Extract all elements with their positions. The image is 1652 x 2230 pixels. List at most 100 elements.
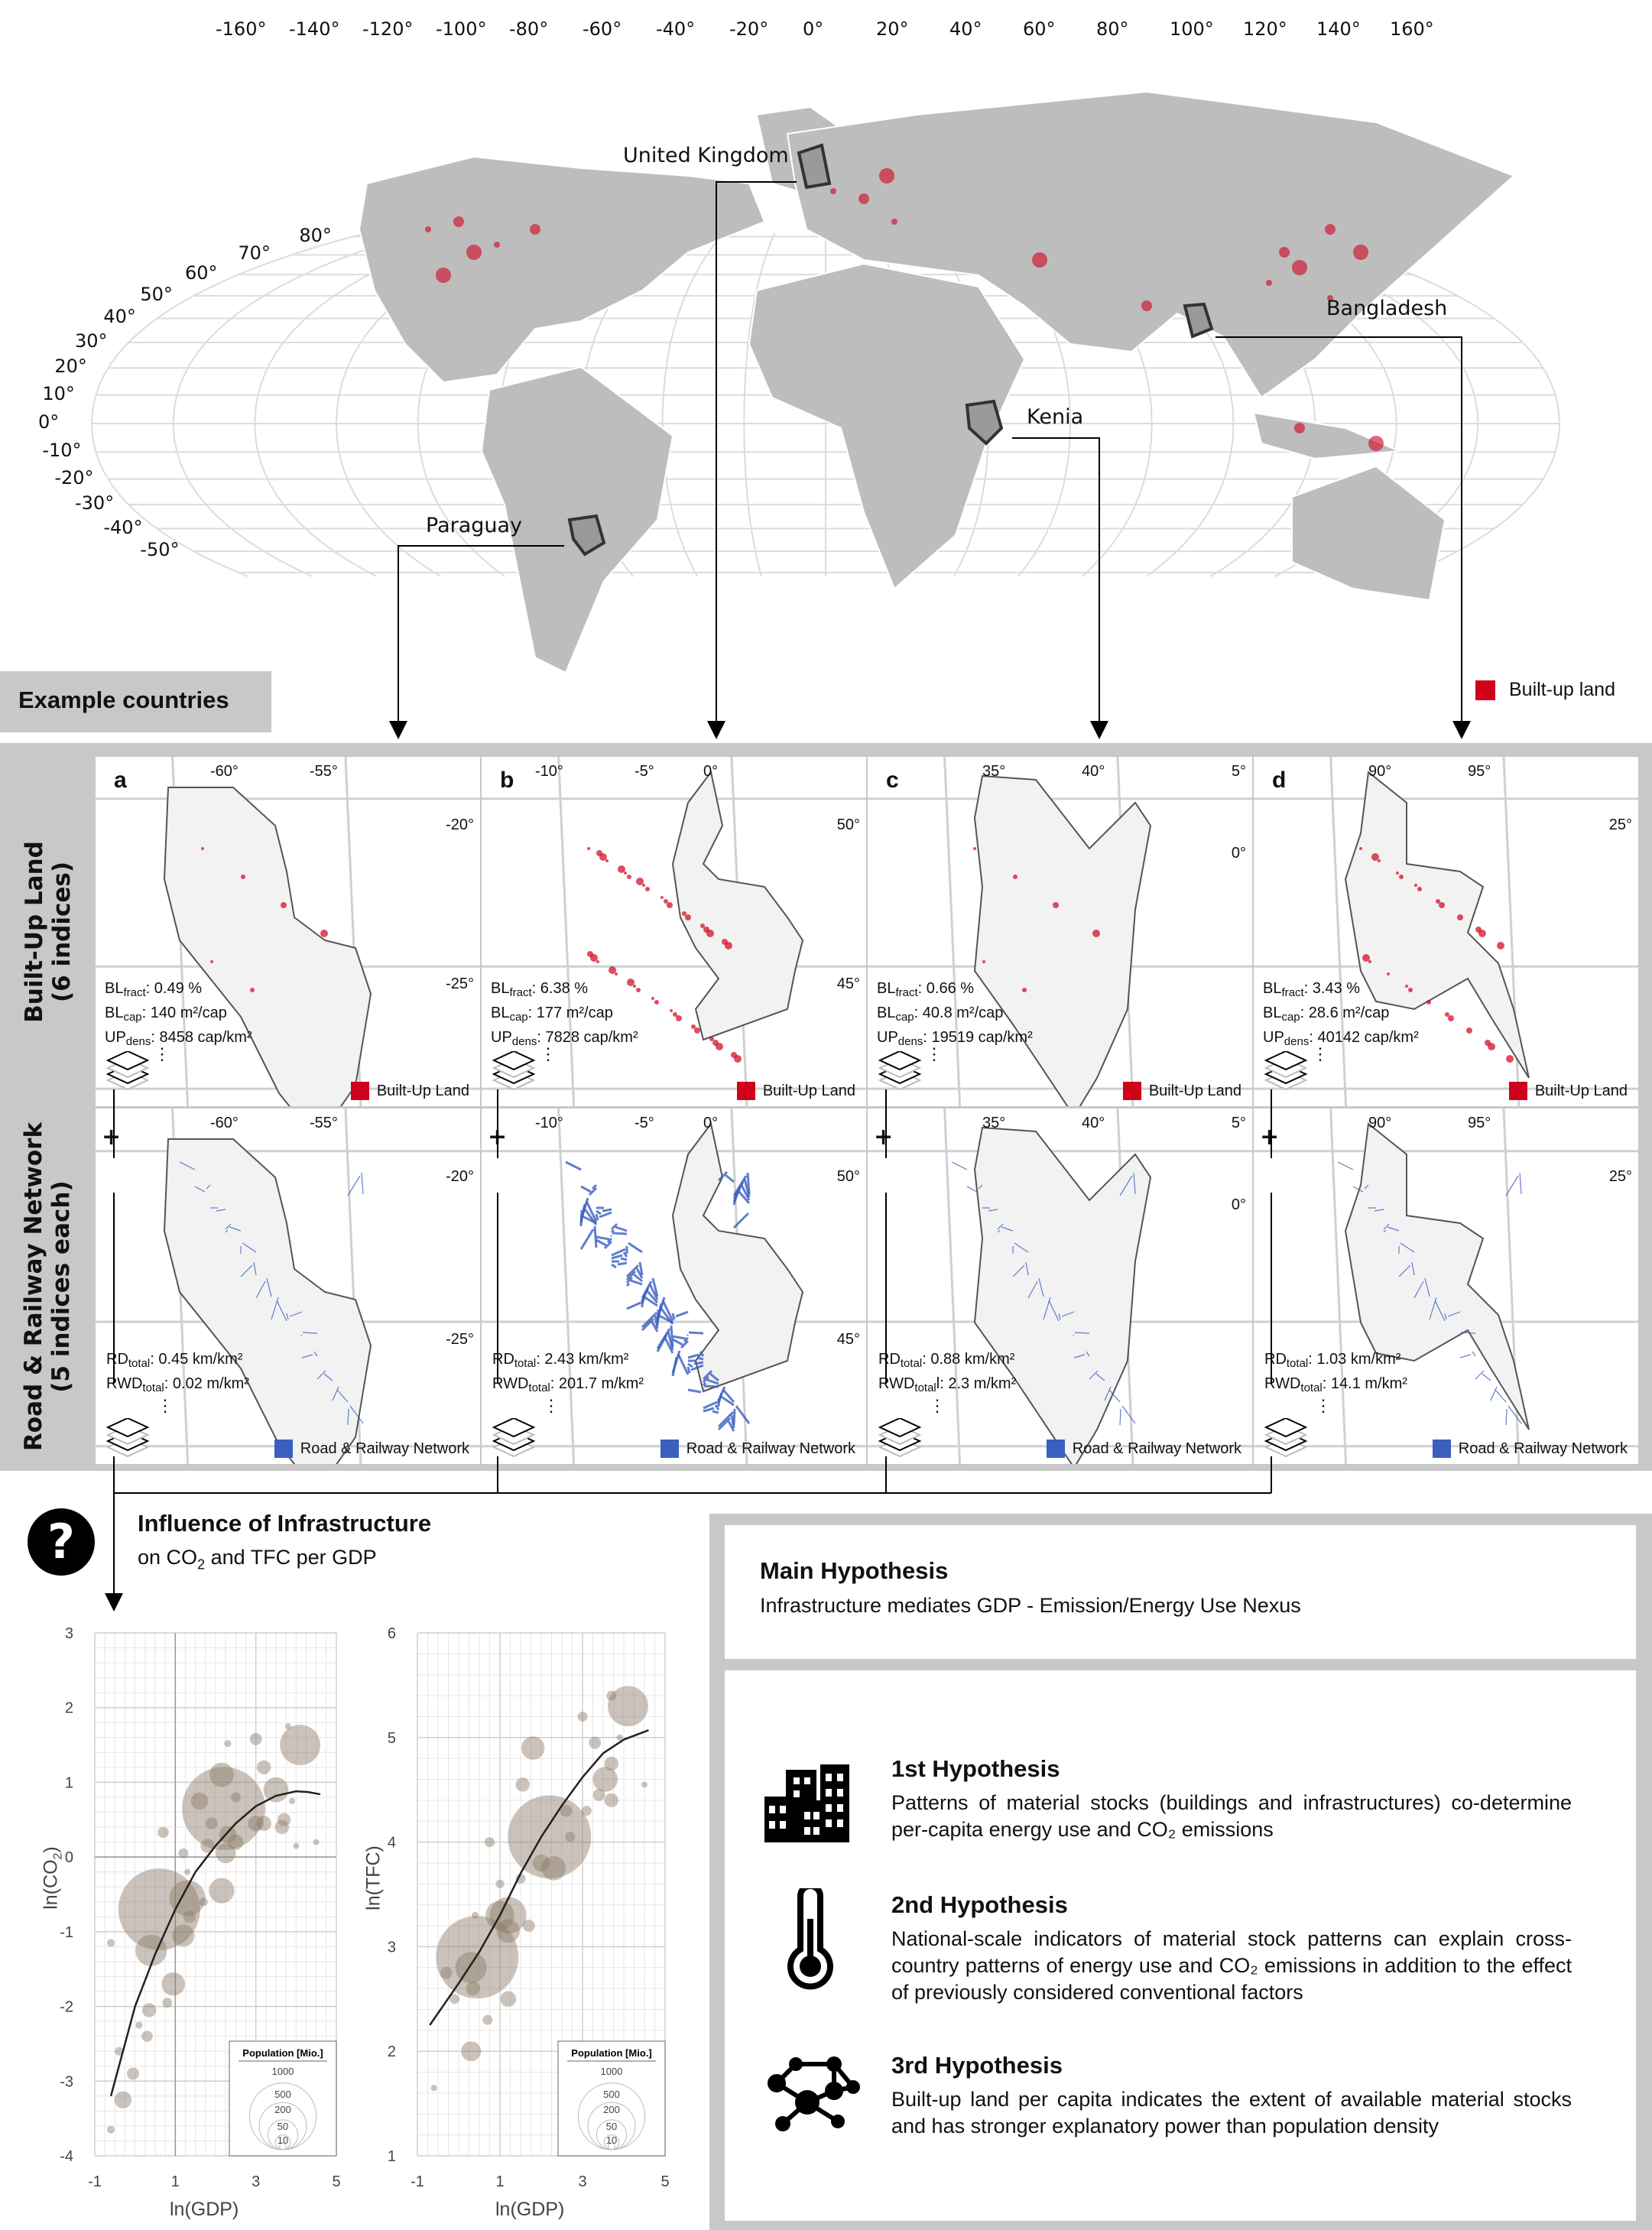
x-axis-label: ln(GDP) xyxy=(495,2199,565,2220)
country-shape xyxy=(671,1121,804,1393)
y-label-part: ln(TFC) xyxy=(362,1845,385,1910)
network-segment xyxy=(225,1223,232,1230)
network-segment xyxy=(712,1410,719,1414)
network-segment xyxy=(1459,1354,1472,1358)
x-tick-label: 1 xyxy=(171,2173,180,2190)
index-sub: cap xyxy=(895,1011,914,1024)
built-up-cluster xyxy=(466,245,482,260)
built-up-dot xyxy=(1362,954,1370,962)
built-up-dot xyxy=(1022,988,1027,992)
network-segment xyxy=(677,1353,690,1375)
layer-shape xyxy=(492,1418,536,1438)
longitude-label: -60° xyxy=(210,1115,239,1131)
built-up-dot xyxy=(1457,914,1463,920)
x-tick-label: 3 xyxy=(252,2173,260,2190)
data-bubble xyxy=(277,1813,291,1826)
data-bubble xyxy=(249,1732,262,1745)
data-bubble xyxy=(157,1826,169,1839)
network-segment xyxy=(730,1414,735,1429)
index-name: RWD xyxy=(492,1375,529,1392)
network-segment xyxy=(1508,1405,1522,1424)
ellipsis: ⋮ xyxy=(540,1044,557,1063)
built-up-dot xyxy=(1497,942,1504,949)
network-segment xyxy=(727,1420,735,1432)
country-shape xyxy=(973,1126,1152,1464)
data-bubble xyxy=(161,1972,185,1996)
data-bubble xyxy=(284,1723,291,1730)
network-segment xyxy=(1413,1281,1424,1299)
y-tick-label: -2 xyxy=(60,1999,73,2016)
index-number: 0.66 % xyxy=(926,980,975,997)
index-sub: total xyxy=(142,1381,164,1394)
latitude-label: 50° xyxy=(140,283,173,305)
country-shape xyxy=(973,774,1152,1106)
panel-legend: Built-Up Land xyxy=(736,1082,855,1100)
index-sub: cap xyxy=(509,1011,528,1024)
panel-letter: d xyxy=(1272,768,1287,793)
built-up-dot xyxy=(667,902,673,908)
longitude-label: 60° xyxy=(1023,18,1056,40)
size-legend-circle xyxy=(608,2142,615,2150)
data-bubble xyxy=(248,1815,264,1832)
network-segment xyxy=(255,1281,266,1299)
network-segment xyxy=(579,1209,583,1227)
graticule-line xyxy=(943,1109,962,1464)
network-segment xyxy=(696,1356,704,1361)
index-sub: dens xyxy=(511,1035,537,1048)
index-number: 0.49 % xyxy=(154,980,203,997)
data-bubble xyxy=(127,2067,140,2080)
network-segment xyxy=(301,1354,313,1358)
example-countries-text: Example countries xyxy=(18,687,229,713)
network-segment xyxy=(703,1401,718,1410)
built-up-dot xyxy=(1436,899,1440,904)
panel-d-built-up: 90° 95° 25° d BLfract: 3.43 % BLcap: 28.6 m²/… xyxy=(1254,757,1638,1106)
y-axis-label: ln(CO2) xyxy=(41,1832,66,1924)
y-tick-label: 2 xyxy=(388,2043,396,2060)
network-segment xyxy=(579,1229,595,1250)
longitude-label: 140° xyxy=(1316,18,1361,40)
network-icon xyxy=(768,2056,860,2131)
index-sub: total xyxy=(1286,1357,1309,1370)
influence-title: Influence of Infrastructure xyxy=(138,1510,432,1537)
built-up-cluster xyxy=(453,216,464,227)
x-tick-label: 1 xyxy=(495,2173,504,2190)
data-bubble xyxy=(257,1760,271,1775)
y-label-sub: 2 xyxy=(51,1852,65,1860)
network-segment xyxy=(1444,1313,1447,1320)
index-number: 8458 cap/km² xyxy=(159,1029,252,1046)
network-segment xyxy=(661,1300,674,1322)
built-up-cluster xyxy=(1325,224,1336,235)
index-value: UPdens: 40142 cap/km² xyxy=(1263,1029,1419,1048)
index-name: BL xyxy=(877,980,896,997)
layer-shape xyxy=(105,1051,150,1071)
panel-statistics: BLfract: 0.66 % BLcap: 40.8 m²/cap UPdens:… xyxy=(877,979,1033,1052)
network-segment xyxy=(1447,1311,1461,1317)
built-up-dot xyxy=(685,914,691,920)
network-segment xyxy=(641,1311,658,1329)
layers-icon xyxy=(878,1418,922,1458)
latitude-label: 70° xyxy=(238,242,271,265)
network-segment xyxy=(638,1261,644,1276)
longitude-label: -100° xyxy=(436,18,487,40)
network-segment xyxy=(625,1270,637,1281)
index-value: RWDtotal: 0.02 m/km² xyxy=(106,1375,249,1394)
network-segment xyxy=(699,1351,705,1357)
country-label-bangladesh: Bangladesh xyxy=(1326,297,1448,320)
longitude-label: -140° xyxy=(289,18,340,40)
y-tick-label: 1 xyxy=(65,1774,73,1791)
built-up-dot xyxy=(587,847,590,850)
longitude-label: 100° xyxy=(1170,18,1214,40)
index-value: BLfract: 0.49 % xyxy=(105,980,203,999)
index-sub: fract xyxy=(1281,986,1304,999)
built-up-dot xyxy=(676,1015,682,1021)
network-segment xyxy=(735,1405,751,1424)
data-bubble xyxy=(560,1804,573,1817)
index-value: UPdens: 8458 cap/km² xyxy=(105,1029,252,1048)
hypothesis-2-title: 2nd Hypothesis xyxy=(891,1891,1068,1918)
index-value: BLcap: 140 m²/cap xyxy=(105,1005,227,1024)
main-hypothesis-text: Infrastructure mediates GDP - Emission/E… xyxy=(760,1594,1301,1617)
chart-2: 1 2 3 4 5 6 -1 1 3 5 Population [Mio.] 1000 500 200 50… xyxy=(388,1625,670,2190)
panel-letter: c xyxy=(886,768,899,793)
index-name: BL xyxy=(877,1005,896,1021)
question-icon: ? xyxy=(28,1508,95,1576)
